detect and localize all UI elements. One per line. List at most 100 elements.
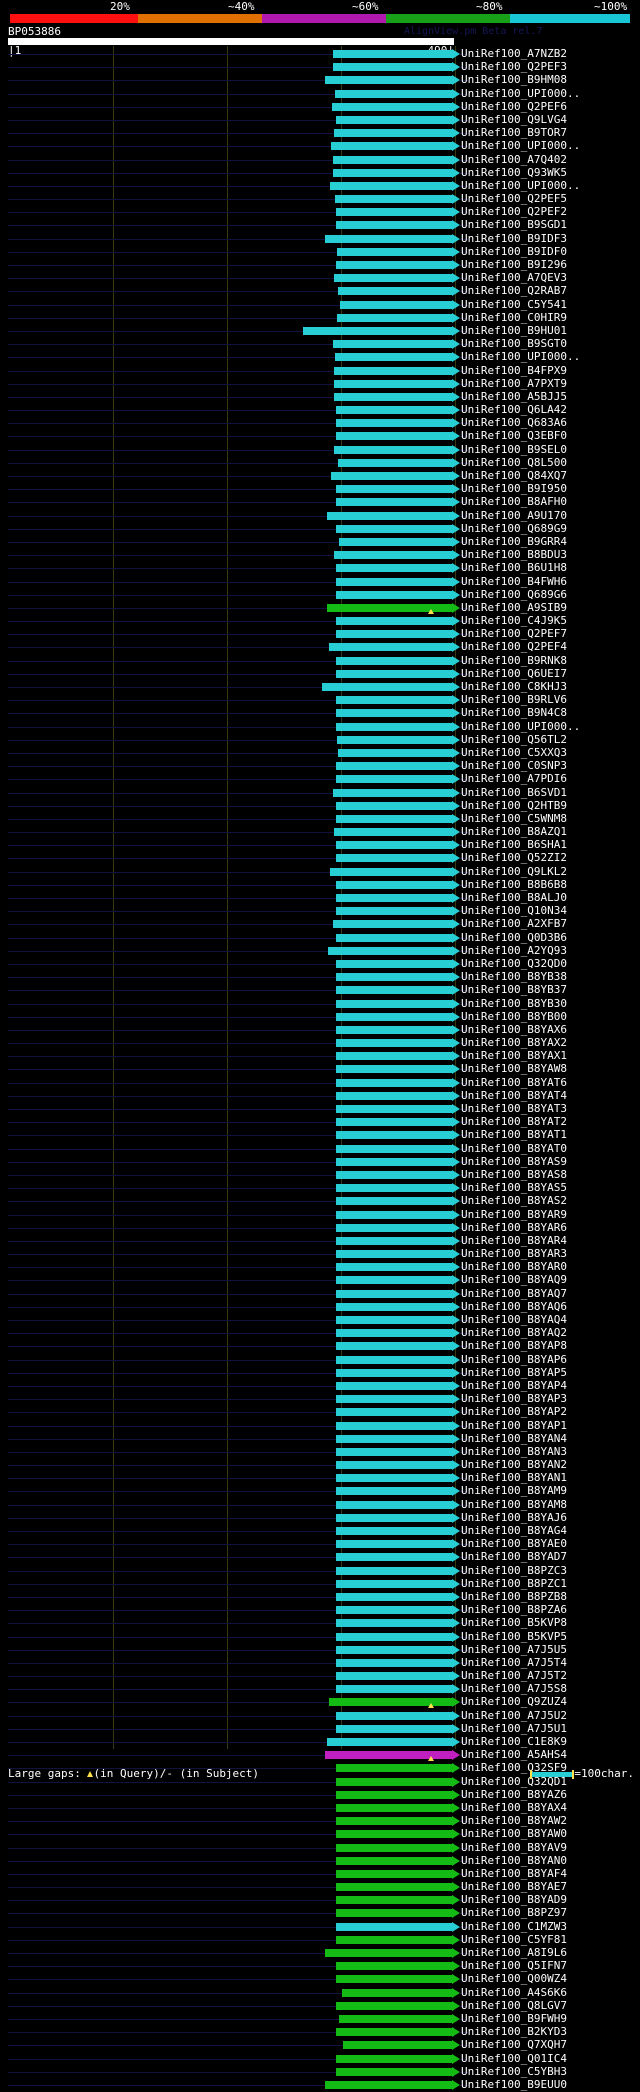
hit-accession-label[interactable]: UniRef100_B5KVP5 [461,1629,567,1643]
hsp-bar[interactable] [336,1843,452,1852]
hsp-bar[interactable] [332,102,452,111]
hit-accession-label[interactable]: UniRef100_A7J5U1 [461,1721,567,1735]
hsp-bar[interactable] [338,458,452,467]
hit-accession-label[interactable]: UniRef100_B8PZC1 [461,1576,567,1590]
hsp-bar[interactable] [336,1289,452,1298]
hsp-bar[interactable] [336,1329,452,1338]
hit-accession-label[interactable]: UniRef100_B8YAS5 [461,1181,567,1195]
hit-accession-label[interactable]: UniRef100_B8YAW8 [461,1062,567,1076]
hsp-bar[interactable] [336,933,452,942]
alignment-row[interactable]: UniRef100_B6U1H8 [0,561,640,575]
hsp-bar[interactable] [336,1632,452,1641]
hit-accession-label[interactable]: UniRef100_A7J5U5 [461,1642,567,1656]
hit-accession-label[interactable]: UniRef100_B8YAP6 [461,1352,567,1366]
alignment-row[interactable]: UniRef100_C8KHJ3 [0,680,640,694]
hit-accession-label[interactable]: UniRef100_B9SGD1 [461,218,567,232]
alignment-row[interactable]: UniRef100_B8YAR3 [0,1247,640,1261]
alignment-row[interactable]: UniRef100_B5KVP5 [0,1629,640,1644]
hit-accession-label[interactable]: UniRef100_A4S6K6 [461,1985,567,1999]
hsp-bar[interactable] [336,1236,452,1245]
hit-accession-label[interactable]: UniRef100_Q683A6 [461,416,567,430]
hsp-bar[interactable] [336,1395,452,1404]
hsp-bar[interactable] [336,1487,452,1496]
hit-accession-label[interactable]: UniRef100_A7J5S8 [461,1682,567,1696]
alignment-row[interactable]: UniRef100_B8YAP2 [0,1405,640,1419]
hit-accession-label[interactable]: UniRef100_A8I9L6 [461,1946,567,1959]
alignment-row[interactable]: UniRef100_Q93WK5 [0,166,640,180]
alignment-row[interactable]: UniRef100_Q52ZI2 [0,851,640,865]
hsp-bar[interactable] [325,2080,452,2089]
hit-accession-label[interactable]: UniRef100_B8YAX6 [461,1022,567,1036]
alignment-row[interactable]: UniRef100_B9RLV6 [0,693,640,707]
alignment-row[interactable]: UniRef100_B8BDU3 [0,548,640,562]
hsp-bar[interactable] [329,1698,452,1707]
hit-accession-label[interactable]: UniRef100_B8YAX2 [461,1036,567,1050]
hsp-bar[interactable] [336,1131,452,1140]
hsp-bar[interactable] [336,1012,452,1021]
hsp-bar[interactable] [336,406,452,415]
hsp-bar[interactable] [336,630,452,639]
alignment-row[interactable]: UniRef100_B8YAR6 [0,1221,640,1235]
hsp-bar[interactable] [327,511,452,520]
alignment-row[interactable]: UniRef100_A2YQ93 [0,944,640,958]
alignment-row[interactable]: UniRef100_A7Q402 [0,152,640,167]
hit-accession-label[interactable]: UniRef100_C5XXQ3 [461,745,567,759]
alignment-row[interactable]: UniRef100_B8AZQ1 [0,825,640,839]
alignment-row[interactable]: UniRef100_Q2RAB7 [0,284,640,298]
hit-accession-label[interactable]: UniRef100_Q56TL2 [461,732,567,746]
hsp-bar[interactable] [342,1988,452,1997]
hsp-bar[interactable] [336,1830,452,1839]
alignment-row[interactable]: UniRef100_B8YAT1 [0,1128,640,1142]
alignment-row[interactable]: UniRef100_B8YB38 [0,970,640,984]
hsp-bar[interactable] [336,1606,452,1615]
hit-accession-label[interactable]: UniRef100_B8YAN3 [461,1444,567,1458]
hit-accession-label[interactable]: UniRef100_B8YAE7 [461,1880,567,1894]
hsp-bar[interactable] [336,485,452,494]
alignment-row[interactable]: UniRef100_B8YB00 [0,1010,640,1024]
hsp-bar[interactable] [334,274,452,283]
hit-accession-label[interactable]: UniRef100_B8YAN1 [461,1471,567,1485]
hit-accession-label[interactable]: UniRef100_B8YAV9 [461,1840,567,1854]
hsp-bar[interactable] [336,1039,452,1048]
alignment-row[interactable]: UniRef100_Q683A6 [0,416,640,430]
hit-accession-label[interactable]: UniRef100_A7Q402 [461,152,567,166]
alignment-row[interactable]: UniRef100_B8PZC1 [0,1576,640,1591]
hit-accession-label[interactable]: UniRef100_B8YAR9 [461,1207,567,1221]
alignment-row[interactable]: UniRef100_Q9LVG4 [0,113,640,127]
hsp-bar[interactable] [336,1118,452,1127]
alignment-row[interactable]: UniRef100_B8YAS9 [0,1155,640,1169]
hsp-bar[interactable] [336,1619,452,1628]
hsp-bar[interactable] [338,287,452,296]
hit-accession-label[interactable]: UniRef100_Q0D3B6 [461,930,567,944]
alignment-row[interactable]: UniRef100_Q32QD0 [0,957,640,971]
hit-accession-label[interactable]: UniRef100_B4FPX9 [461,363,567,377]
hsp-bar[interactable] [336,1592,452,1601]
alignment-row[interactable]: UniRef100_Q0D3B6 [0,930,640,945]
hsp-bar[interactable] [336,1210,452,1219]
hsp-bar[interactable] [336,1527,452,1535]
hit-accession-label[interactable]: UniRef100_B8YAS8 [461,1167,567,1181]
hit-accession-label[interactable]: UniRef100_C1MZW3 [461,1919,567,1933]
hit-accession-label[interactable]: UniRef100_A7QEV3 [461,271,567,285]
hit-accession-label[interactable]: UniRef100_B8YAQ9 [461,1273,567,1287]
hit-accession-label[interactable]: UniRef100_B9HU01 [461,323,567,337]
alignment-row[interactable]: UniRef100_B5KVP8 [0,1616,640,1630]
hit-accession-label[interactable]: UniRef100_Q32QD1 [461,1774,567,1788]
hit-accession-label[interactable]: UniRef100_B9HM08 [461,73,567,87]
hsp-bar[interactable] [336,1962,452,1971]
hit-accession-label[interactable]: UniRef100_Q10N34 [461,904,567,918]
hit-accession-label[interactable]: UniRef100_Q9ZUZ4 [461,1695,567,1709]
alignment-row[interactable]: UniRef100_Q2HTB9 [0,799,640,813]
hsp-bar[interactable] [336,1078,452,1087]
hit-accession-label[interactable]: UniRef100_B8YAR0 [461,1260,567,1274]
hsp-bar[interactable] [336,1513,452,1522]
hsp-bar[interactable] [335,353,452,362]
alignment-row[interactable]: UniRef100_B8YAM9 [0,1484,640,1498]
hsp-bar[interactable] [336,2067,452,2076]
hsp-bar[interactable] [336,1025,452,1034]
alignment-row[interactable]: UniRef100_Q689G6 [0,588,640,602]
hit-accession-label[interactable]: UniRef100_C8KHJ3 [461,680,567,693]
alignment-row[interactable]: UniRef100_B8YAP8 [0,1339,640,1353]
alignment-row[interactable]: UniRef100_Q32SF9 [0,1761,640,1775]
hit-accession-label[interactable]: UniRef100_Q52ZI2 [461,851,567,865]
